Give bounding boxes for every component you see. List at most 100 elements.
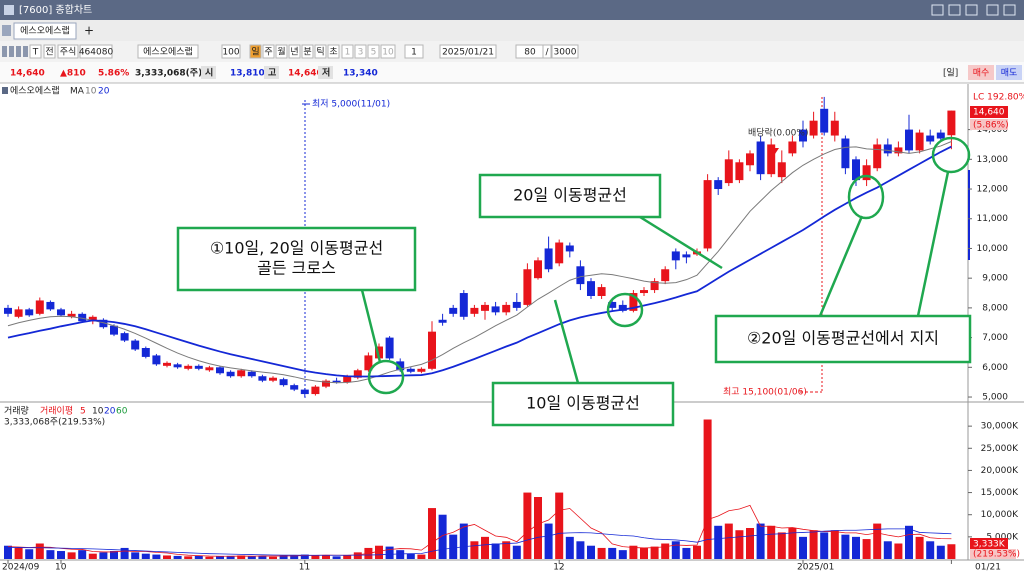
candle-body: [481, 304, 489, 311]
window-button[interactable]: [931, 4, 944, 16]
callout-box: [491, 381, 675, 427]
candle-body: [905, 129, 913, 151]
volume-bar: [587, 545, 595, 559]
toolbar-button[interactable]: [354, 44, 367, 59]
volume-bar: [194, 555, 203, 559]
buy-button[interactable]: [968, 65, 994, 80]
candle-body: [25, 309, 34, 316]
volume-bar: [491, 543, 500, 559]
candle-body: [512, 301, 521, 308]
candle-body: [629, 293, 638, 311]
volume-bar: [640, 547, 648, 559]
quote-period[interactable]: [일]: [943, 68, 958, 79]
legend-entry: 20: [104, 407, 116, 417]
candle-body: [173, 364, 182, 368]
toolbar-button[interactable]: [380, 44, 396, 59]
window-button[interactable]: [948, 4, 961, 16]
window-button[interactable]: [1003, 4, 1016, 16]
volume-bar: [406, 553, 415, 559]
candle-body: [820, 108, 829, 133]
sell-label[interactable]: 매도: [1001, 68, 1018, 79]
volume-bar: [470, 541, 479, 559]
quote-high-label: 고: [268, 68, 276, 79]
toolbar-icon[interactable]: [2, 46, 7, 57]
toolbar-icon[interactable]: [9, 46, 14, 57]
window-button[interactable]: [986, 4, 999, 16]
volume-bar: [894, 543, 903, 559]
quote-label-box: [264, 66, 279, 79]
price-panel-title: 에스오에스랩: [10, 85, 60, 97]
buy-label[interactable]: 매수: [973, 68, 990, 79]
toolbar-button[interactable]: [551, 44, 579, 59]
candle-body: [385, 337, 394, 359]
candle-body: [216, 367, 224, 374]
toolbar-button[interactable]: [137, 44, 199, 59]
toolbar-button[interactable]: [314, 44, 327, 59]
candle-body: [809, 120, 818, 136]
volume-bar: [502, 541, 511, 559]
volume-bar: [99, 552, 108, 559]
candle-body: [650, 281, 659, 291]
toolbar-button[interactable]: [275, 44, 288, 59]
y-tick-label: 8,000: [982, 303, 1008, 313]
volume-bar: [777, 532, 786, 559]
toolbar-button[interactable]: [79, 44, 113, 59]
window-button[interactable]: [965, 4, 978, 16]
toolbar-button[interactable]: [57, 44, 79, 59]
volume-bar: [788, 528, 797, 559]
y-tick-label: 10,000: [977, 244, 1009, 254]
tab-label: 에스오에스랩: [20, 25, 70, 37]
toolbar-label: 100: [222, 48, 239, 58]
candle-body: [491, 306, 500, 313]
toolbar-button[interactable]: [341, 44, 354, 59]
legend-entry: 10: [92, 407, 104, 417]
volume-ma-line: [7, 528, 952, 556]
candle-body: [576, 266, 585, 285]
candle-body: [735, 162, 744, 181]
volume-bar: [57, 551, 65, 559]
toolbar-button[interactable]: [288, 44, 301, 59]
candle-body: [883, 144, 892, 154]
volume-bar: [608, 547, 617, 559]
toolbar-button[interactable]: [249, 44, 262, 59]
sell-button[interactable]: [996, 65, 1022, 80]
toolbar-button[interactable]: [327, 44, 340, 59]
callout-connector: [916, 171, 950, 317]
toolbar-button[interactable]: [542, 44, 552, 59]
tab-add[interactable]: +: [84, 24, 94, 38]
volume-bar: [88, 553, 97, 559]
volume-bar: [385, 546, 394, 559]
toolbar-button[interactable]: [29, 44, 42, 59]
candle-body: [523, 269, 532, 305]
volume-ma-line: [7, 504, 952, 557]
price-tag-box: [970, 106, 1008, 118]
quote-volume: 3,333,068(주): [135, 68, 202, 79]
toolbar-icon[interactable]: [23, 46, 28, 57]
candle-body: [682, 254, 691, 258]
toolbar-icon[interactable]: [16, 46, 21, 57]
volume-tag: 3,333K: [973, 540, 1006, 550]
toolbar-button[interactable]: [43, 44, 56, 59]
candle-body: [714, 180, 723, 190]
quote-high: 14,640: [288, 69, 323, 79]
volume-bar: [565, 536, 574, 559]
volume-bar: [883, 541, 892, 559]
candle-body: [194, 365, 203, 369]
callout-connector: [818, 215, 864, 317]
toolbar-label: 2025/01/21: [442, 48, 494, 58]
candle-body: [894, 147, 903, 154]
quote-price: 14,640: [10, 69, 45, 79]
toolbar-button[interactable]: [301, 44, 314, 59]
tab[interactable]: [13, 22, 77, 40]
tab-row: [0, 20, 1024, 41]
volume-bar: [110, 551, 118, 559]
candle-body: [534, 260, 542, 279]
callout-text: 10일 이동평균선: [526, 394, 640, 413]
toolbar-button[interactable]: [367, 44, 380, 59]
toolbar-button[interactable]: [221, 44, 241, 59]
toolbar-button[interactable]: [262, 44, 275, 59]
toolbar-button[interactable]: [439, 44, 497, 59]
toolbar-button[interactable]: [404, 44, 424, 59]
window-buttons[interactable]: [931, 4, 1016, 16]
volume-bar: [534, 497, 542, 559]
